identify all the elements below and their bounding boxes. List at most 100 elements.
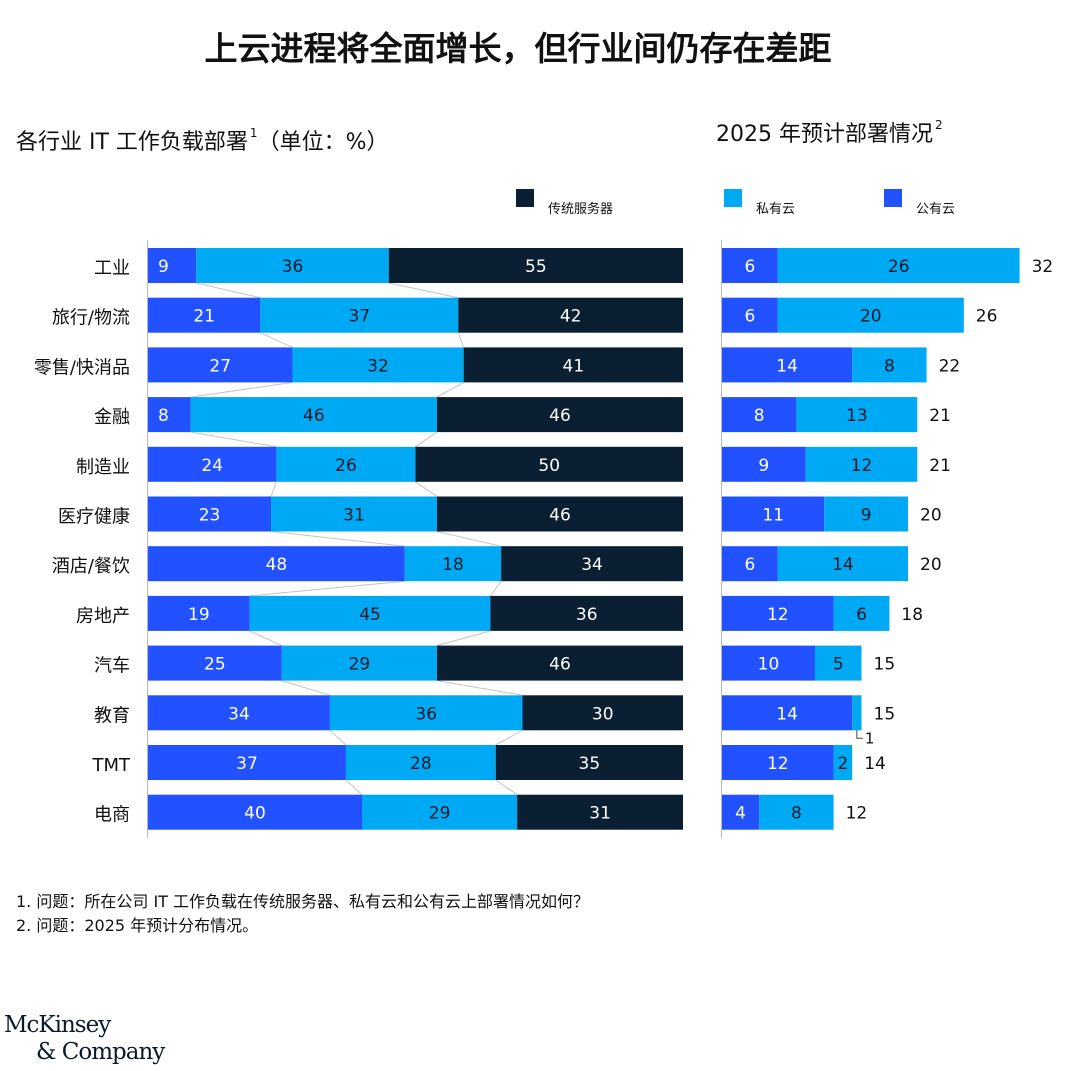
forecast-segment-private: [777, 248, 1020, 283]
connector-line: [345, 779, 363, 796]
data-label-public: 8: [158, 406, 169, 426]
left-chart-subtitle: 各行业 IT 工作负载部署 1（单位：%）: [16, 124, 388, 156]
data-label-public: 23: [199, 506, 221, 526]
bar-segment-traditional: [463, 347, 683, 383]
forecast-segment-private: [759, 794, 834, 830]
category-label: 酒店/餐饮: [52, 556, 130, 577]
forecast-label-private: 8: [791, 804, 802, 824]
bar-segment-traditional: [517, 794, 683, 830]
forecast-total-label: 21: [929, 406, 951, 426]
category-label: 汽车: [94, 656, 130, 677]
data-label-public: 48: [266, 555, 288, 575]
category-label: 制造业: [76, 457, 130, 478]
forecast-segment-public: [722, 695, 853, 731]
forecast-segment-public: [722, 496, 825, 532]
forecast-segment-public: [722, 794, 760, 830]
forecast-label-public: 14: [776, 704, 798, 724]
bar-segment-traditional: [522, 695, 683, 731]
footnotes: 1. 问题：所在公司 IT 工作负载在传统服务器、私有云和公有云上部署情况如何？…: [16, 890, 589, 938]
data-label-traditional: 41: [563, 356, 585, 376]
connector-line: [329, 729, 347, 746]
forecast-label-private: 5: [833, 655, 844, 675]
forecast-label-public: 12: [767, 754, 789, 774]
bar-segment-traditional: [436, 496, 683, 532]
data-label-traditional: 46: [549, 506, 571, 526]
data-label-public: 27: [209, 356, 231, 376]
logo-line-2: & Company: [36, 1039, 165, 1065]
bar-segment-public: [148, 297, 261, 333]
data-label-traditional: 34: [581, 555, 603, 575]
data-label-public: 37: [236, 754, 258, 774]
forecast-segment-public: [722, 297, 778, 333]
connector-line: [495, 729, 523, 746]
bar-segment-private: [329, 695, 523, 731]
forecast-label-public: 10: [758, 655, 780, 675]
data-label-traditional: 36: [576, 605, 598, 625]
left-subtitle-text: 各行业 IT 工作负载部署: [16, 130, 248, 155]
footnote-marker-2: 2: [934, 118, 943, 132]
forecast-label-private: 26: [888, 257, 910, 277]
data-label-private: 29: [429, 804, 451, 824]
bar-segment-private: [196, 248, 389, 283]
logo-line-1: McKinsey: [4, 1012, 111, 1038]
right-subtitle-text: 2025 年预计部署情况: [716, 122, 933, 147]
data-label-traditional: 55: [525, 257, 547, 277]
bar-segment-private: [276, 446, 416, 482]
bar-segment-private: [362, 794, 518, 830]
forecast-segment-public: [722, 546, 778, 582]
forecast-segment-public: [722, 645, 815, 681]
data-label-private: 32: [367, 356, 389, 376]
bar-segment-public: [148, 546, 405, 582]
data-label-private: 46: [303, 406, 325, 426]
forecast-label-private: 9: [861, 506, 872, 526]
forecast-total-label: 15: [874, 655, 896, 675]
category-label: 教育: [94, 705, 130, 726]
bar-segment-traditional: [501, 546, 683, 582]
bar-segment-private: [190, 397, 437, 433]
data-label-traditional: 50: [538, 456, 560, 476]
data-label-private: 36: [415, 704, 437, 724]
forecast-total-label: 18: [901, 605, 923, 625]
data-label-private: 26: [335, 456, 357, 476]
forecast-label-public: 6: [744, 307, 755, 327]
legend-item-traditional: 传统服务器: [516, 188, 613, 217]
connector-line: [249, 580, 405, 597]
bar-segment-private: [260, 297, 459, 333]
forecast-label-private: 6: [856, 605, 867, 625]
connector-line: [415, 431, 438, 448]
forecast-label-private: 20: [860, 307, 882, 327]
category-label: 房地产: [76, 606, 130, 627]
bar-segment-public: [148, 745, 346, 780]
forecast-label-public: 11: [762, 506, 784, 526]
forecast-label-private: 2: [837, 754, 848, 774]
data-label-public: 9: [158, 257, 169, 277]
forecast-segment-private: [833, 745, 853, 780]
legend-swatch-traditional: [516, 189, 534, 207]
forecast-segment-private: [833, 595, 890, 631]
data-label-traditional: 31: [589, 804, 611, 824]
category-label: 电商: [94, 805, 130, 826]
right-chart-subtitle: 2025 年预计部署情况 2: [716, 116, 943, 148]
data-label-public: 24: [201, 456, 223, 476]
forecast-label-public: 4: [735, 804, 746, 824]
forecast-label-public: 14: [776, 356, 798, 376]
forecast-segment-private: [824, 496, 908, 532]
connector-line: [388, 282, 459, 299]
forecast-segment-public: [722, 446, 806, 482]
bar-segment-public: [148, 248, 197, 283]
connector-line: [190, 431, 277, 448]
data-label-public: 40: [244, 804, 266, 824]
forecast-segment-private: [815, 645, 862, 681]
forecast-total-label: 26: [976, 307, 998, 327]
data-label-public: 34: [228, 704, 250, 724]
legend-label-traditional: 传统服务器: [548, 202, 614, 217]
category-label: TMT: [91, 755, 131, 776]
connector-line: [495, 779, 518, 796]
chart-title: 上云进程将全面增长，但行业间仍存在差距: [204, 29, 832, 68]
forecast-segment-public: [722, 745, 834, 780]
forecast-label-public: 9: [758, 456, 769, 476]
connector-line: [270, 531, 405, 547]
bar-segment-public: [148, 446, 277, 482]
connector-line: [436, 531, 502, 547]
bar-segment-public: [148, 695, 330, 731]
